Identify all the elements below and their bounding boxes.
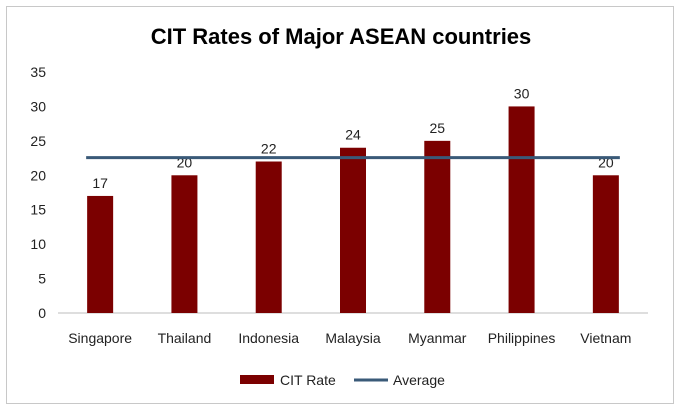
y-tick-label: 35	[30, 64, 46, 80]
category-label: Malaysia	[325, 330, 380, 346]
y-tick-label: 0	[38, 305, 46, 321]
y-tick-label: 30	[30, 98, 46, 114]
legend-swatch-cit-rate	[240, 375, 274, 384]
bar	[87, 195, 114, 313]
bar	[255, 161, 282, 313]
y-axis: 0 5 10 15 20 25 30 35	[30, 64, 46, 321]
bar-series	[87, 106, 619, 313]
y-tick-label: 10	[30, 236, 46, 252]
category-label: Myanmar	[408, 330, 467, 346]
category-label: Singapore	[68, 330, 132, 346]
legend: CIT Rate Average	[240, 372, 445, 388]
y-tick-label: 25	[30, 133, 46, 149]
chart-title: CIT Rates of Major ASEAN countries	[151, 24, 532, 49]
category-labels: Singapore Thailand Indonesia Malaysia Myanma…	[68, 330, 631, 346]
bar	[508, 106, 535, 313]
data-label: 25	[429, 120, 445, 136]
data-label: 24	[345, 127, 361, 143]
data-label: 17	[92, 175, 108, 191]
bar	[171, 175, 198, 313]
y-tick-label: 15	[30, 202, 46, 218]
bar	[424, 140, 451, 313]
legend-label-average: Average	[393, 372, 445, 388]
data-label: 22	[261, 141, 277, 157]
bar	[592, 175, 619, 313]
category-label: Indonesia	[238, 330, 299, 346]
legend-label-cit-rate: CIT Rate	[280, 372, 336, 388]
category-label: Philippines	[488, 330, 556, 346]
bar	[340, 147, 366, 313]
category-label: Vietnam	[580, 330, 631, 346]
data-label: 30	[514, 85, 530, 101]
y-tick-label: 20	[30, 167, 46, 183]
y-tick-label: 5	[38, 271, 46, 287]
category-label: Thailand	[158, 330, 212, 346]
